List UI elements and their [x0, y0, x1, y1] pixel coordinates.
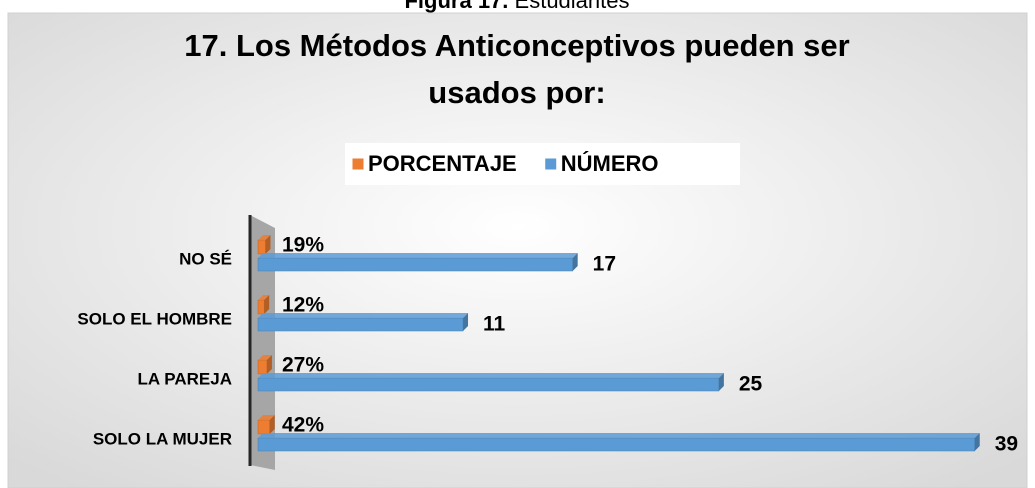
data-label: 42% — [282, 414, 324, 437]
bar-face — [257, 257, 573, 272]
caption: Figura 17. Estudiantes — [404, 0, 629, 13]
bar-face — [257, 437, 975, 452]
bar-face — [257, 299, 265, 315]
y-tick-label: NO SÉ — [179, 249, 232, 268]
bar-face — [572, 253, 578, 271]
bar-face — [257, 359, 268, 375]
bar-face — [266, 355, 272, 374]
chart-title: 17. Los Métodos Anticonceptivos pueden s… — [184, 28, 849, 110]
bar — [257, 253, 578, 272]
bar-face — [258, 433, 980, 438]
y-tick-label: SOLO EL HOMBRE — [77, 309, 232, 328]
bar-face — [258, 313, 469, 318]
bar-face — [258, 415, 275, 420]
bar — [257, 415, 275, 435]
bar-face — [269, 415, 275, 434]
data-label: 39 — [995, 433, 1018, 456]
bar-face — [258, 295, 270, 300]
bar — [257, 295, 270, 315]
bar-face — [463, 313, 469, 331]
bar-face — [257, 377, 720, 392]
y-tick-label: LA PAREJA — [138, 369, 232, 388]
legend-swatch — [544, 157, 558, 171]
bar-face — [257, 317, 464, 332]
bar-face — [264, 295, 270, 314]
bar-face — [258, 235, 271, 240]
bar — [257, 373, 724, 392]
bar-face — [257, 419, 270, 435]
chart-background — [7, 12, 1028, 488]
data-label: 19% — [282, 234, 324, 257]
bar-face — [258, 355, 272, 360]
bar — [257, 433, 980, 452]
legend-label: NÚMERO — [561, 151, 659, 176]
y-tick-label: SOLO LA MUJER — [93, 429, 232, 448]
data-label: 25 — [739, 373, 763, 396]
data-label: 12% — [282, 294, 324, 317]
bar-face — [974, 433, 980, 451]
legend-box — [345, 143, 740, 185]
data-label: 27% — [282, 354, 324, 377]
bar-face — [257, 239, 266, 255]
bar-face — [258, 373, 724, 378]
data-label: 11 — [483, 313, 506, 336]
bar-face — [265, 235, 271, 254]
data-label: 17 — [593, 253, 616, 276]
bar — [257, 313, 469, 332]
bar-face — [718, 373, 724, 391]
bar — [257, 235, 271, 255]
legend-label: PORCENTAJE — [368, 151, 517, 176]
bar-face — [258, 253, 578, 258]
legend-swatch — [351, 157, 365, 171]
wall — [250, 215, 275, 470]
